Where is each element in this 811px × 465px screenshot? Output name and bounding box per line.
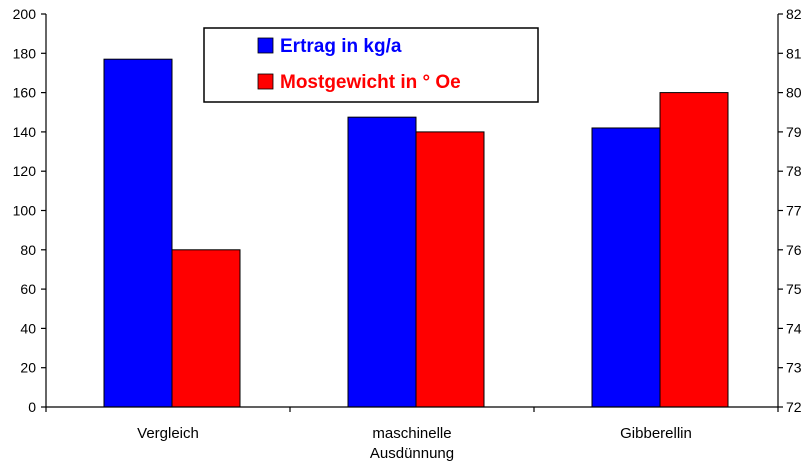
y-right-tick-label-74: 74 [786, 320, 802, 336]
bar-s1-c1 [103, 58, 173, 408]
x-category-label-2-line1: maschinelle [372, 425, 451, 442]
legend-label-ertrag: Ertrag in kg/a [280, 36, 402, 57]
bar-s2-c3 [659, 92, 729, 408]
y-right-tick-label-81: 81 [786, 45, 802, 61]
y-left-tick-label-200: 200 [13, 6, 37, 22]
y-right-tick-label-80: 80 [786, 85, 802, 101]
y-left-tick-label-160: 160 [13, 85, 37, 101]
bars-group [103, 58, 729, 408]
bar-s1-c3 [591, 127, 661, 408]
x-category-label-1: Vergleich [137, 425, 199, 442]
y-left-tick-label-80: 80 [20, 242, 36, 258]
y-right-tick-label-77: 77 [786, 203, 802, 219]
y-left-tick-label-140: 140 [13, 124, 37, 140]
axes-group: 0 20 40 60 80 100 120 140 160 180 200 72 73 74 75 76 77 7… [13, 6, 802, 415]
y-right-tick-label-76: 76 [786, 242, 802, 258]
y-left-tick-label-100: 100 [13, 203, 37, 219]
y-right-tick-label-78: 78 [786, 163, 802, 179]
y-left-tick-label-0: 0 [28, 399, 36, 415]
y-right-tick-label-73: 73 [786, 360, 802, 376]
bar-s2-c2 [415, 131, 485, 408]
y-left-tick-label-60: 60 [20, 281, 36, 297]
bar-s2-c1 [171, 249, 241, 408]
y-right-tick-label-79: 79 [786, 124, 802, 140]
y-right-tick-label-82: 82 [786, 6, 802, 22]
x-category-label-2-line2: Ausdünnung [370, 445, 454, 462]
y-left-tick-label-120: 120 [13, 163, 37, 179]
bar-s1-c2 [347, 116, 417, 408]
x-labels-group: Vergleich maschinelle Ausdünnung Gibberelli… [137, 425, 692, 462]
legend-swatch-ertrag [257, 37, 274, 54]
legend-label-mostgewicht: Mostgewicht in ° Oe [280, 72, 461, 93]
y-right-tick-label-75: 75 [786, 281, 802, 297]
y-right-tick-label-72: 72 [786, 399, 802, 415]
y-left-tick-label-180: 180 [13, 45, 37, 61]
y-left-tick-label-20: 20 [20, 360, 36, 376]
legend: Ertrag in kg/a Mostgewicht in ° Oe [203, 27, 539, 103]
x-category-label-3: Gibberellin [620, 425, 692, 442]
legend-swatch-mostgewicht [257, 73, 274, 90]
y-left-tick-label-40: 40 [20, 320, 36, 336]
